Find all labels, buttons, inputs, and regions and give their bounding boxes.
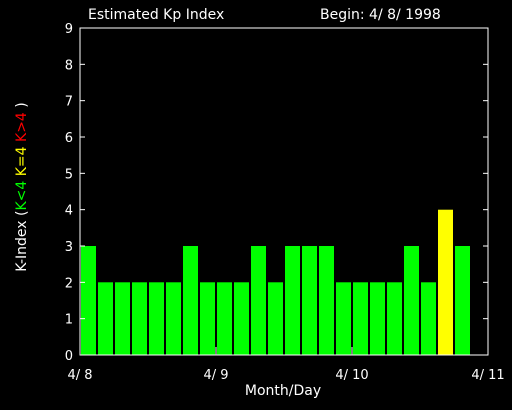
kp-bar [115, 282, 130, 355]
kp-bar [421, 282, 436, 355]
kp-bar [302, 246, 317, 355]
kp-bar [149, 282, 164, 355]
x-axis-label: Month/Day [245, 383, 321, 399]
plot-frame [79, 27, 489, 356]
kp-bar [200, 282, 215, 355]
y-tick-label: 9 [65, 22, 73, 37]
kp-bar [387, 282, 402, 355]
kp-bar [183, 246, 198, 355]
y-axis-label-part: K<4 [14, 181, 30, 211]
chart-title: Estimated Kp Index [88, 7, 224, 23]
y-tick-label: 8 [65, 58, 73, 73]
kp-bar [455, 246, 470, 355]
kp-bar [81, 246, 96, 355]
y-axis-label-part: K-Index ( [14, 211, 30, 272]
y-tick-label: 3 [65, 240, 73, 255]
y-tick-label: 6 [65, 131, 73, 146]
kp-bar [166, 282, 181, 355]
kp-bar [370, 282, 385, 355]
y-axis-label-part: K=4 [14, 146, 30, 176]
kp-bar [268, 282, 283, 355]
kp-bar [285, 246, 300, 355]
kp-bar [234, 282, 249, 355]
begin-date-label: Begin: 4/ 8/ 1998 [320, 7, 441, 23]
y-tick-label: 1 [65, 313, 73, 328]
y-axis-label-part: ) [14, 102, 30, 112]
y-axis-label: K-Index (K<4 K=4 K>4 ) [14, 102, 30, 272]
kp-bar [404, 246, 419, 355]
x-tick-label: 4/ 8 [67, 368, 92, 383]
kp-bar [251, 246, 266, 355]
kp-bar [438, 209, 453, 355]
kp-bar [353, 282, 368, 355]
y-tick-label: 4 [65, 204, 73, 219]
y-tick-label: 5 [65, 167, 73, 182]
kp-bar [132, 282, 147, 355]
x-tick-label: 4/ 11 [471, 368, 504, 383]
x-tick-label: 4/ 10 [335, 368, 368, 383]
y-axis-label-part: K>4 [14, 112, 30, 142]
x-tick-label: 4/ 9 [203, 368, 228, 383]
kp-bar [336, 282, 351, 355]
y-tick-label: 2 [65, 276, 73, 291]
kp-bar [319, 246, 334, 355]
kp-bar [98, 282, 113, 355]
y-tick-label: 7 [65, 95, 73, 110]
plot-area: 0 1 2 3 4 5 6 7 8 9 4/ 8 4/ 9 4/ 10 4/ 11 [65, 22, 505, 383]
y-tick-label: 0 [65, 349, 73, 364]
kp-bar [217, 282, 232, 355]
